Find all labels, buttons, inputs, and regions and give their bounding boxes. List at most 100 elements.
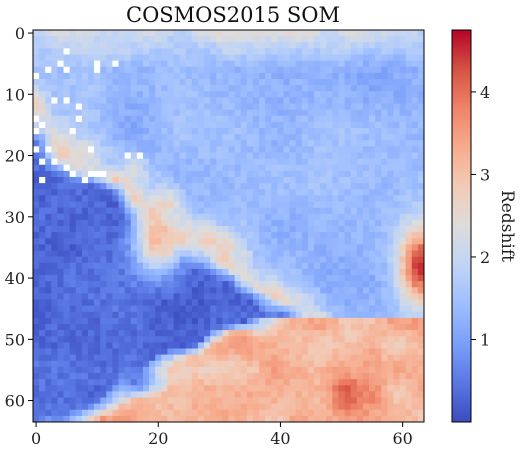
heatmap-cell [63, 305, 71, 313]
heatmap-cell [405, 30, 413, 37]
heatmap-cell [51, 373, 58, 380]
heatmap-cell [411, 275, 419, 282]
heatmap-cell [411, 305, 419, 313]
heatmap-cell [326, 293, 333, 300]
heatmap-cell [314, 195, 321, 202]
heatmap-cell [381, 30, 388, 37]
heatmap-cell [246, 373, 254, 380]
heatmap-cell [118, 293, 125, 300]
heatmap-cell [216, 140, 223, 147]
heatmap-cell [106, 330, 113, 337]
heatmap-cell [320, 189, 327, 196]
heatmap-cell [240, 152, 248, 159]
heatmap-cell [271, 146, 278, 153]
heatmap-cell [332, 250, 339, 257]
heatmap-cell [387, 226, 394, 233]
heatmap-cell [356, 391, 364, 398]
heatmap-cell [173, 287, 180, 294]
heatmap-cell [240, 379, 248, 386]
heatmap-cell [350, 66, 358, 74]
heatmap-cell [39, 275, 46, 282]
heatmap-cell [314, 54, 321, 61]
heatmap-cell [69, 409, 77, 417]
heatmap-cell [179, 275, 187, 282]
heatmap-cell [63, 238, 71, 245]
heatmap-cell [130, 54, 138, 61]
heatmap-cell [222, 91, 229, 98]
heatmap-cell [45, 213, 52, 221]
heatmap-cell [393, 36, 400, 43]
heatmap-cell [393, 281, 400, 288]
heatmap-cell [63, 268, 71, 276]
heatmap-cell [307, 366, 315, 374]
heatmap-cell [149, 317, 156, 325]
heatmap-cell [228, 324, 235, 331]
heatmap-cell [124, 121, 132, 129]
heatmap-cell [381, 213, 388, 221]
heatmap-cell [356, 311, 364, 319]
heatmap-cell [314, 415, 321, 423]
heatmap-cell [130, 213, 138, 221]
heatmap-cell [332, 134, 339, 141]
heatmap-cell [283, 42, 290, 49]
heatmap-cell [130, 226, 138, 233]
heatmap-cell [301, 409, 309, 417]
heatmap-cell [295, 262, 303, 270]
heatmap-cell [252, 72, 260, 80]
heatmap-cell [228, 164, 235, 172]
heatmap-cell [69, 238, 77, 245]
heatmap-cell [100, 317, 107, 325]
heatmap-cell [387, 128, 394, 135]
heatmap-cell [381, 201, 388, 208]
heatmap-cell [87, 281, 95, 288]
heatmap-cell [252, 317, 260, 325]
heatmap-cell [94, 317, 101, 325]
heatmap-cell [130, 183, 138, 190]
heatmap-cell [265, 54, 272, 61]
heatmap-cell [314, 397, 321, 404]
heatmap-cell [204, 121, 211, 129]
heatmap-cell [246, 415, 254, 423]
heatmap-cell [185, 324, 193, 331]
heatmap-cell [301, 36, 309, 43]
heatmap-cell [33, 403, 40, 411]
heatmap-cell [252, 36, 260, 43]
heatmap-cell [216, 97, 223, 104]
heatmap-cell [179, 281, 187, 288]
heatmap-cell [369, 121, 376, 129]
heatmap-cell [185, 85, 193, 92]
heatmap-cell [94, 36, 101, 43]
heatmap-cell [142, 360, 150, 368]
heatmap-cell [356, 317, 364, 325]
heatmap-cell [259, 48, 266, 55]
heatmap-cell [63, 262, 71, 270]
heatmap-cell [179, 189, 187, 196]
heatmap-cell [344, 281, 352, 288]
heatmap-cell [142, 201, 150, 208]
heatmap-cell [45, 54, 52, 61]
heatmap-cell [362, 256, 370, 264]
heatmap-cell [387, 72, 394, 80]
heatmap-cell [307, 91, 315, 98]
heatmap-cell [332, 342, 339, 349]
heatmap-cell [399, 366, 407, 374]
heatmap-cell [320, 121, 327, 129]
heatmap-cell [210, 158, 217, 166]
heatmap-cell [295, 115, 303, 123]
heatmap-cell [399, 244, 407, 251]
heatmap-cell [142, 354, 150, 362]
heatmap-cell [320, 201, 327, 208]
heatmap-cell [381, 256, 388, 264]
heatmap-cell [51, 348, 58, 355]
heatmap-cell [362, 330, 370, 337]
heatmap-cell [45, 30, 52, 37]
heatmap-cell [75, 201, 83, 208]
heatmap-cell [149, 121, 156, 129]
heatmap-cell [265, 115, 272, 123]
heatmap-cell [283, 134, 290, 141]
x-tick-label: 20 [148, 429, 168, 448]
heatmap-cell [277, 397, 284, 404]
heatmap-cell [63, 189, 71, 196]
heatmap-cell [393, 213, 400, 221]
heatmap-cell [301, 177, 309, 184]
